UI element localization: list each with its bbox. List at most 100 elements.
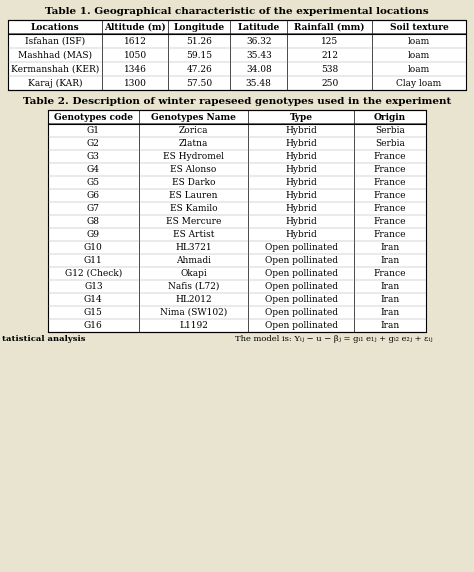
Text: Open pollinated: Open pollinated	[265, 295, 338, 304]
Text: Open pollinated: Open pollinated	[265, 256, 338, 265]
Text: Karaj (KAR): Karaj (KAR)	[27, 78, 82, 88]
Text: Table 2. Description of winter rapeseed genotypes used in the experiment: Table 2. Description of winter rapeseed …	[23, 97, 451, 106]
Text: G15: G15	[84, 308, 103, 317]
Text: 36.32: 36.32	[246, 37, 272, 46]
Text: Soil texture: Soil texture	[390, 22, 448, 31]
Text: Genotypes code: Genotypes code	[54, 113, 133, 121]
Text: loam: loam	[408, 65, 430, 73]
Text: France: France	[374, 152, 406, 161]
Text: France: France	[374, 204, 406, 213]
Text: Table 1. Geographical characteristic of the experimental locations: Table 1. Geographical characteristic of …	[45, 7, 429, 17]
Text: Nima (SW102): Nima (SW102)	[160, 308, 227, 317]
Text: Longitude: Longitude	[173, 22, 225, 31]
Text: 59.15: 59.15	[186, 50, 212, 59]
Text: Type: Type	[290, 113, 313, 121]
Text: G6: G6	[87, 191, 100, 200]
Text: 1300: 1300	[124, 78, 146, 88]
Text: loam: loam	[408, 50, 430, 59]
Text: Mashhad (MAS): Mashhad (MAS)	[18, 50, 92, 59]
Text: Hybrid: Hybrid	[285, 139, 317, 148]
Text: Iran: Iran	[381, 243, 400, 252]
Text: 1346: 1346	[124, 65, 146, 73]
Text: Origin: Origin	[374, 113, 406, 121]
Text: G1: G1	[87, 126, 100, 135]
Text: 1050: 1050	[124, 50, 146, 59]
Text: 35.43: 35.43	[246, 50, 272, 59]
Text: Latitude: Latitude	[237, 22, 280, 31]
Text: Iran: Iran	[381, 256, 400, 265]
Text: Hybrid: Hybrid	[285, 165, 317, 174]
Text: 34.08: 34.08	[246, 65, 272, 73]
Text: Rainfall (mm): Rainfall (mm)	[294, 22, 365, 31]
Text: Clay loam: Clay loam	[396, 78, 442, 88]
Text: G2: G2	[87, 139, 100, 148]
Text: ES Hydromel: ES Hydromel	[163, 152, 224, 161]
Text: Okapi: Okapi	[180, 269, 207, 278]
Text: Locations: Locations	[31, 22, 79, 31]
Text: ES Darko: ES Darko	[172, 178, 215, 187]
Text: HL2012: HL2012	[175, 295, 212, 304]
Text: G3: G3	[87, 152, 100, 161]
Text: Hybrid: Hybrid	[285, 191, 317, 200]
Text: Serbia: Serbia	[375, 126, 405, 135]
Text: ES Kamilo: ES Kamilo	[170, 204, 218, 213]
Text: ES Lauren: ES Lauren	[169, 191, 218, 200]
Text: 57.50: 57.50	[186, 78, 212, 88]
Text: Zlatna: Zlatna	[179, 139, 208, 148]
Text: ES Alonso: ES Alonso	[170, 165, 217, 174]
Text: Open pollinated: Open pollinated	[265, 308, 338, 317]
Text: Hybrid: Hybrid	[285, 152, 317, 161]
Text: 51.26: 51.26	[186, 37, 212, 46]
Text: Ahmadi: Ahmadi	[176, 256, 211, 265]
Text: France: France	[374, 217, 406, 226]
Text: Zorica: Zorica	[179, 126, 208, 135]
Text: Iran: Iran	[381, 321, 400, 330]
Text: 212: 212	[321, 50, 338, 59]
Text: G13: G13	[84, 282, 103, 291]
Text: Hybrid: Hybrid	[285, 178, 317, 187]
Text: Altitude (m): Altitude (m)	[104, 22, 166, 31]
Text: Iran: Iran	[381, 282, 400, 291]
Text: Hybrid: Hybrid	[285, 204, 317, 213]
Text: Hybrid: Hybrid	[285, 230, 317, 239]
Text: ES Artist: ES Artist	[173, 230, 214, 239]
Text: 538: 538	[321, 65, 338, 73]
Text: France: France	[374, 191, 406, 200]
Text: The model is: Yᵢⱼ − u − βⱼ = gᵢ₁ e₁ⱼ + gᵢ₂ e₂ⱼ + εᵢⱼ: The model is: Yᵢⱼ − u − βⱼ = gᵢ₁ e₁ⱼ + g…	[235, 335, 432, 343]
Text: 125: 125	[321, 37, 338, 46]
Text: Isfahan (ISF): Isfahan (ISF)	[25, 37, 85, 46]
Text: Genotypes Name: Genotypes Name	[151, 113, 236, 121]
Text: France: France	[374, 269, 406, 278]
Text: loam: loam	[408, 37, 430, 46]
Bar	[8, 20, 466, 90]
Text: G11: G11	[84, 256, 103, 265]
Text: G8: G8	[87, 217, 100, 226]
Text: G5: G5	[87, 178, 100, 187]
Text: Open pollinated: Open pollinated	[265, 243, 338, 252]
Text: France: France	[374, 230, 406, 239]
Text: Serbia: Serbia	[375, 139, 405, 148]
Text: Hybrid: Hybrid	[285, 126, 317, 135]
Text: 1612: 1612	[124, 37, 146, 46]
Text: Iran: Iran	[381, 295, 400, 304]
Text: Kermanshah (KER): Kermanshah (KER)	[11, 65, 99, 73]
Text: 35.48: 35.48	[246, 78, 272, 88]
Text: France: France	[374, 178, 406, 187]
Text: G14: G14	[84, 295, 103, 304]
Text: ES Mercure: ES Mercure	[166, 217, 221, 226]
Text: G9: G9	[87, 230, 100, 239]
Text: 47.26: 47.26	[186, 65, 212, 73]
Text: G10: G10	[84, 243, 103, 252]
Text: Open pollinated: Open pollinated	[265, 282, 338, 291]
Text: Open pollinated: Open pollinated	[265, 321, 338, 330]
Text: Iran: Iran	[381, 308, 400, 317]
Bar	[48, 110, 426, 332]
Text: Open pollinated: Open pollinated	[265, 269, 338, 278]
Text: G7: G7	[87, 204, 100, 213]
Text: G16: G16	[84, 321, 103, 330]
Text: G12 (Check): G12 (Check)	[65, 269, 122, 278]
Text: G4: G4	[87, 165, 100, 174]
Text: tatistical analysis: tatistical analysis	[2, 335, 85, 343]
Text: HL3721: HL3721	[175, 243, 212, 252]
Text: France: France	[374, 165, 406, 174]
